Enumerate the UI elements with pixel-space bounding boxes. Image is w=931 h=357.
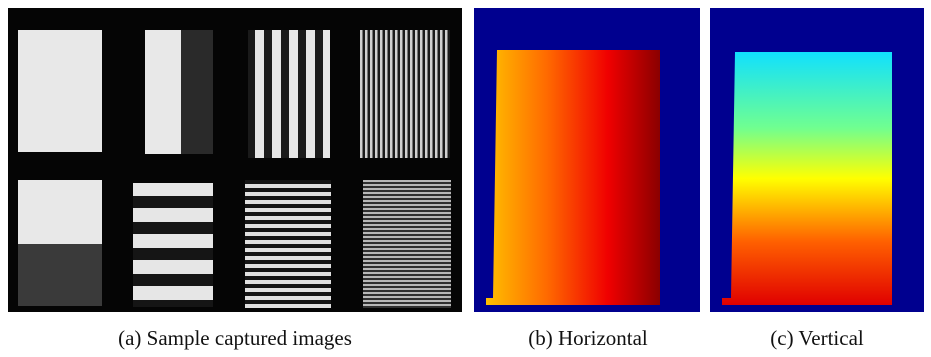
figure: (a) Sample captured images (b) Horizonta…: [0, 0, 931, 357]
caption: (b) Horizontal: [488, 326, 688, 351]
caption: (a) Sample captured images: [35, 326, 435, 351]
horizontal-map: [474, 8, 700, 312]
figure-panels: [0, 0, 931, 320]
caption: (c) Vertical: [717, 326, 917, 351]
captured-images: [8, 8, 462, 312]
vertical-map: [710, 8, 924, 312]
